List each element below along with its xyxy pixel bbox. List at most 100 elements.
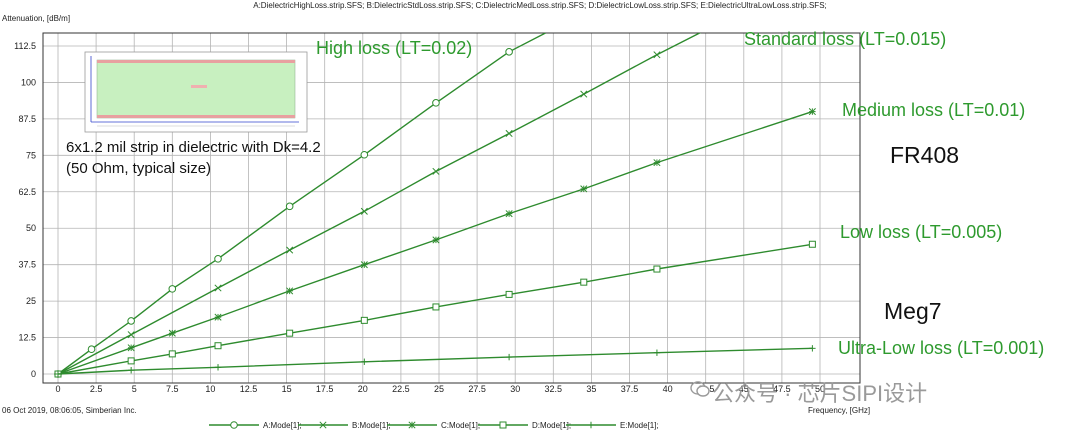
y-tick-label: 62.5 bbox=[18, 187, 36, 197]
data-point bbox=[580, 278, 588, 286]
data-point bbox=[809, 345, 816, 352]
data-point bbox=[808, 240, 816, 248]
data-point bbox=[168, 285, 177, 293]
series-layer bbox=[54, 33, 816, 378]
series-line bbox=[57, 33, 702, 375]
data-point bbox=[127, 344, 135, 352]
legend-item: D:Mode[1]; bbox=[478, 421, 571, 430]
x-tick-label: 30 bbox=[510, 384, 520, 394]
file-list-header: A:DielectricHighLoss.strip.SFS; B:Dielec… bbox=[253, 1, 827, 10]
y-tick-label: 75 bbox=[26, 150, 36, 160]
data-point bbox=[127, 317, 135, 325]
x-tick-label: 47.5 bbox=[773, 384, 791, 394]
x-axis-label: Frequency, [GHz] bbox=[808, 406, 871, 415]
x-tick-label: 22.5 bbox=[392, 384, 410, 394]
series-d bbox=[54, 240, 816, 378]
data-point bbox=[214, 313, 222, 321]
x-tick-label: 7.5 bbox=[166, 384, 179, 394]
data-point bbox=[505, 129, 513, 138]
data-point bbox=[432, 303, 440, 311]
data-point bbox=[432, 99, 440, 107]
data-point bbox=[360, 261, 368, 269]
data-point bbox=[580, 185, 588, 193]
data-point bbox=[653, 159, 661, 167]
annotation-ultra-low-loss: Ultra-Low loss (LT=0.001) bbox=[838, 338, 1045, 358]
strip-description: 6x1.2 mil strip in dielectric with Dk=4.… bbox=[66, 139, 321, 177]
y-axis-label: Attenuation, [dB/m] bbox=[2, 14, 71, 23]
x-tick-label: 5 bbox=[132, 384, 137, 394]
x-tick-label: 17.5 bbox=[316, 384, 334, 394]
data-point bbox=[54, 370, 62, 378]
y-tick-label: 87.5 bbox=[18, 114, 36, 124]
data-point bbox=[127, 357, 135, 365]
legend-label: B:Mode[1]; bbox=[352, 421, 391, 430]
data-point bbox=[168, 350, 176, 358]
annotation-standard-loss: Standard loss (LT=0.015) bbox=[744, 29, 947, 49]
data-point bbox=[505, 210, 513, 218]
annotation-medium-loss: Medium loss (LT=0.01) bbox=[842, 100, 1026, 120]
label-fr408: FR408 bbox=[890, 142, 960, 168]
x-tick-label: 25 bbox=[434, 384, 444, 394]
legend-marker bbox=[587, 421, 595, 429]
data-point bbox=[808, 108, 816, 116]
data-point bbox=[127, 367, 135, 374]
plot-frame bbox=[42, 32, 861, 384]
x-tick-label: 32.5 bbox=[545, 384, 563, 394]
data-point bbox=[432, 236, 440, 244]
x-tick-label: 45 bbox=[739, 384, 749, 394]
legend-marker bbox=[319, 421, 327, 429]
y-tick-label: 112.5 bbox=[14, 41, 36, 51]
label-meg7: Meg7 bbox=[884, 298, 942, 324]
data-point bbox=[214, 284, 222, 292]
x-tick-label: 15 bbox=[282, 384, 292, 394]
legend-label: A:Mode[1]; bbox=[263, 421, 302, 430]
legend: A:Mode[1]; B:Mode[1]; C:Mode[1]; D:Mode[1];… bbox=[209, 421, 659, 430]
legend-label: D:Mode[1]; bbox=[532, 421, 571, 430]
data-point bbox=[360, 150, 369, 159]
data-point bbox=[127, 331, 135, 339]
x-tick-label: 40 bbox=[663, 384, 673, 394]
data-point bbox=[286, 287, 294, 295]
legend-label: C:Mode[1]; bbox=[441, 421, 480, 430]
y-tick-label: 100 bbox=[21, 77, 36, 87]
data-point bbox=[168, 329, 176, 337]
data-point bbox=[505, 290, 513, 298]
series-b bbox=[54, 33, 702, 378]
y-tick-label: 50 bbox=[26, 223, 36, 233]
watermark: 公众号 · 芯片SIPI设计 bbox=[712, 381, 928, 406]
data-point bbox=[214, 364, 222, 371]
annotation-low-loss: Low loss (LT=0.005) bbox=[840, 222, 1003, 242]
x-tick-label: 2.5 bbox=[90, 384, 103, 394]
data-point bbox=[87, 345, 96, 354]
data-point bbox=[285, 202, 294, 211]
timestamp: 06 Oct 2019, 08:06:05, Simberian Inc. bbox=[2, 406, 137, 415]
x-tick-label: 20 bbox=[358, 384, 368, 394]
data-point bbox=[505, 353, 513, 361]
legend-marker bbox=[230, 421, 238, 429]
data-point bbox=[653, 349, 661, 356]
x-tick-label: 12.5 bbox=[240, 384, 258, 394]
legend-item: A:Mode[1]; bbox=[209, 421, 302, 430]
data-point bbox=[653, 265, 661, 273]
series-c bbox=[54, 108, 816, 378]
legend-item: C:Mode[1]; bbox=[387, 421, 480, 430]
inset-thumbnail bbox=[84, 51, 308, 133]
legend-label: E:Mode[1]; bbox=[620, 421, 659, 430]
y-tick-label: 25 bbox=[26, 296, 36, 306]
y-tick-label: 12.5 bbox=[18, 333, 36, 343]
series-a bbox=[54, 33, 547, 378]
legend-item: E:Mode[1]; bbox=[566, 421, 659, 430]
x-tick-label: 0 bbox=[55, 384, 60, 394]
data-point bbox=[432, 167, 440, 175]
data-point bbox=[286, 329, 294, 337]
data-point bbox=[361, 358, 368, 365]
wechat-icon bbox=[690, 381, 710, 397]
x-tick-label: 10 bbox=[205, 384, 215, 394]
legend-marker bbox=[408, 421, 416, 429]
series-line bbox=[57, 33, 547, 375]
x-tick-label: 50 bbox=[815, 384, 825, 394]
data-point bbox=[653, 51, 661, 59]
y-tick-label: 37.5 bbox=[18, 260, 36, 270]
